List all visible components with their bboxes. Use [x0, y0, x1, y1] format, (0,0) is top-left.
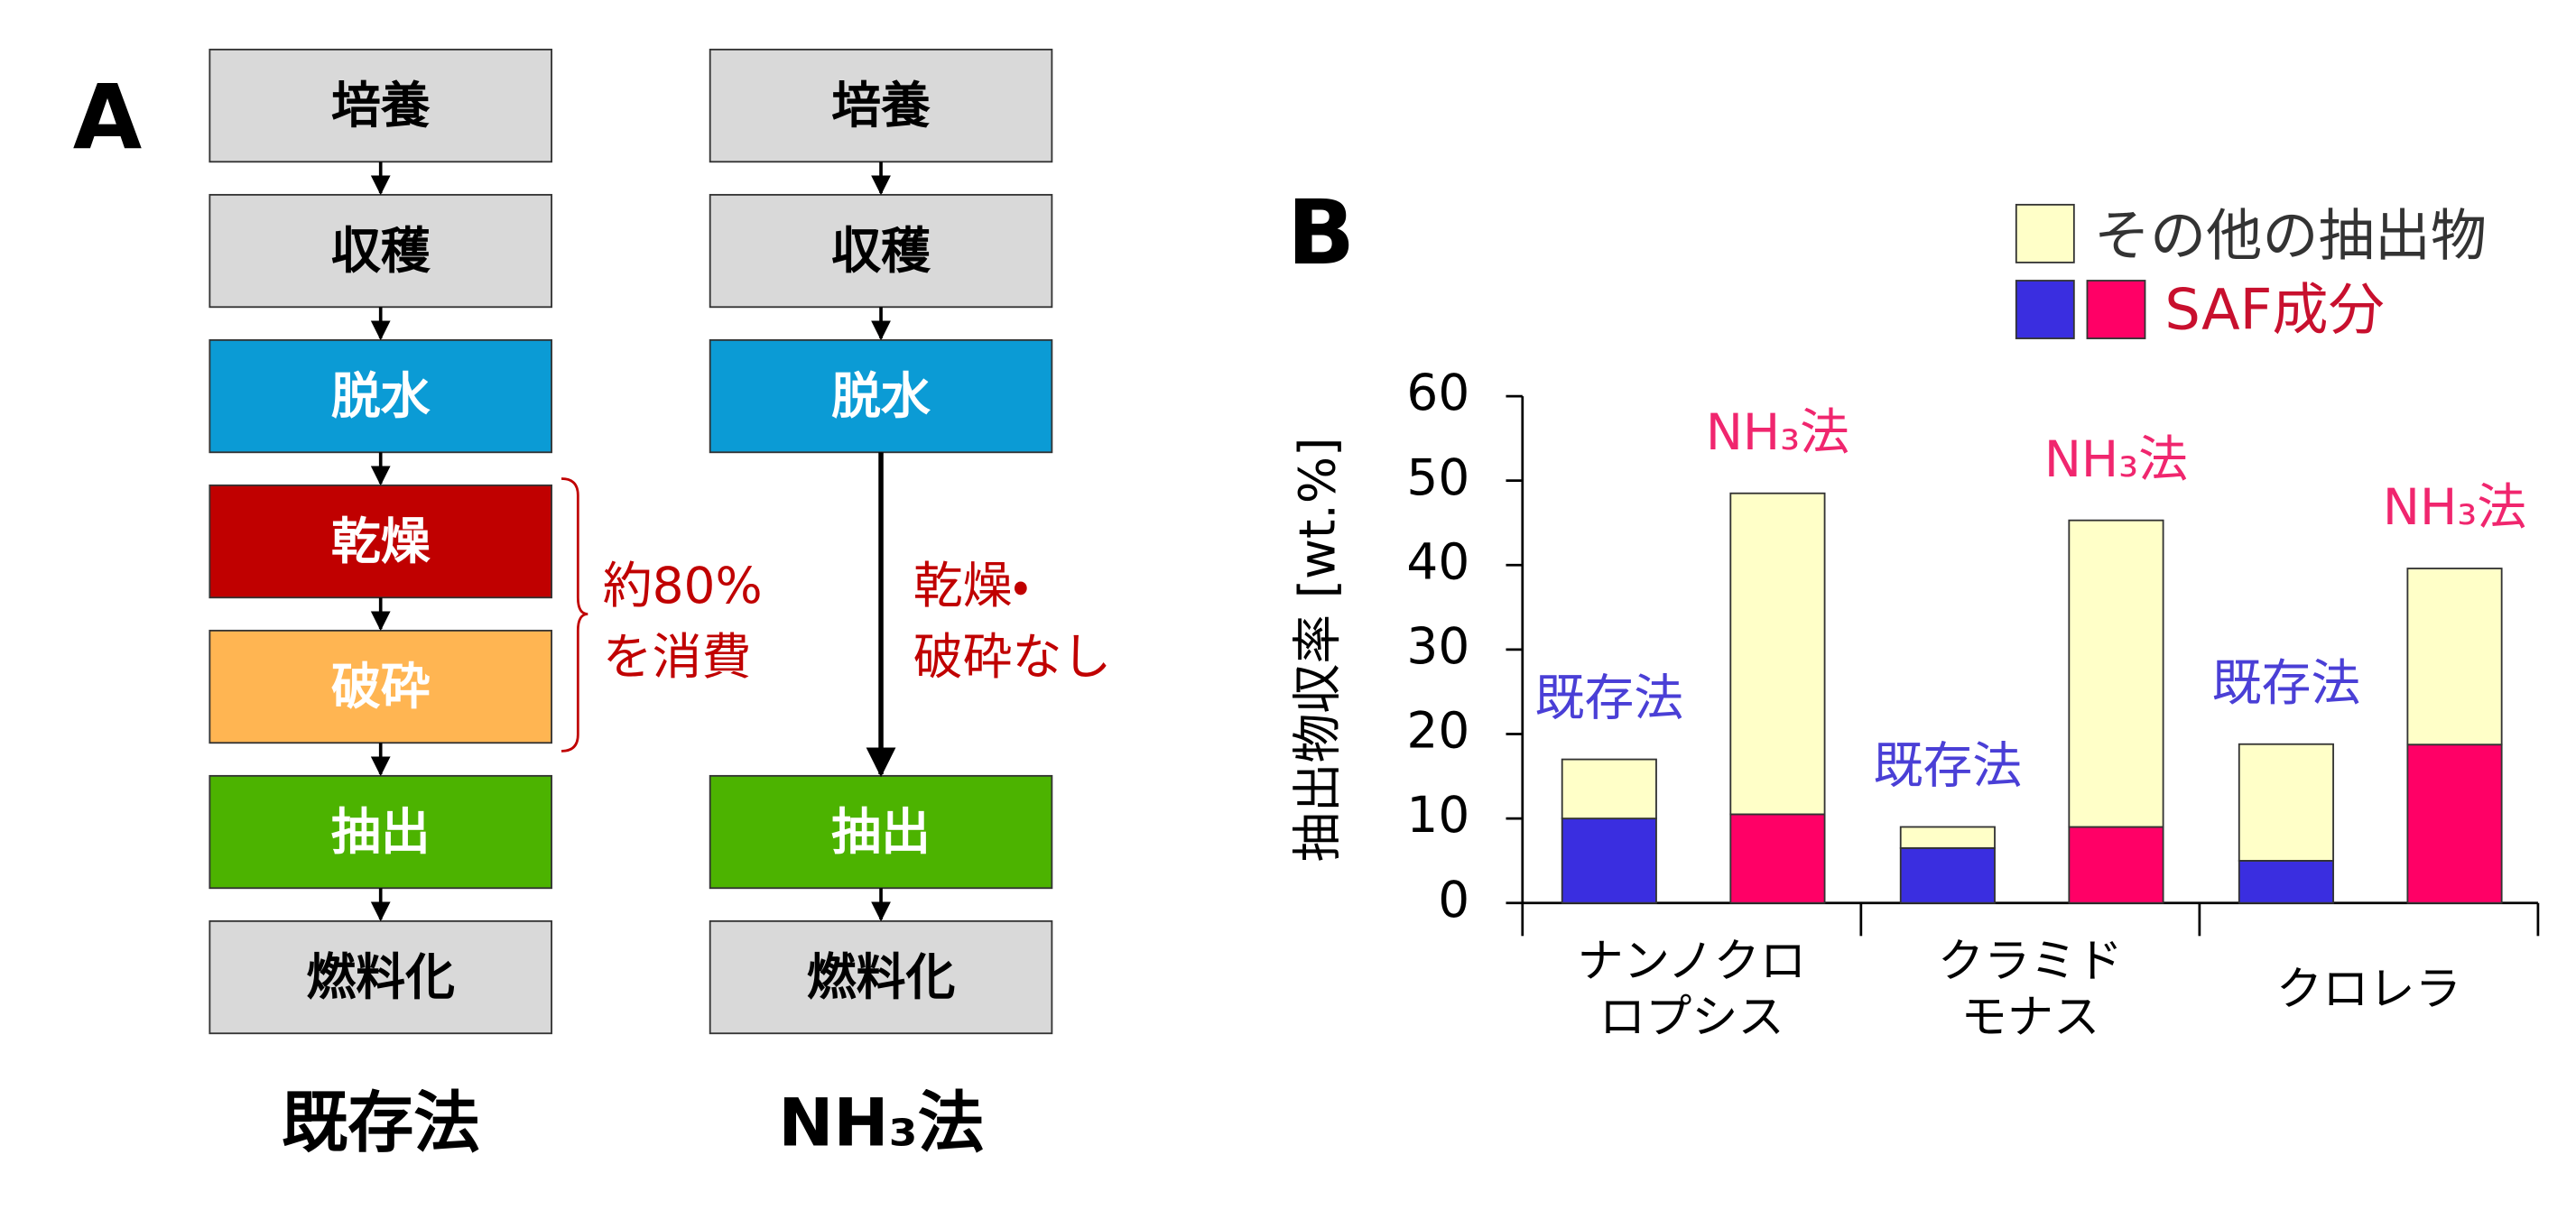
x-tick-label: モナス [1961, 991, 2100, 1045]
note: を消費 [603, 628, 752, 686]
step-box [208, 774, 552, 890]
legend-swatch [2015, 203, 2075, 263]
y-tick-label: 40 [1406, 532, 1469, 590]
y-tick-label: 60 [1406, 364, 1469, 421]
step-label: 培養 [831, 77, 931, 134]
bar-method-label: NH₃法 [1706, 403, 1849, 461]
step-label: 乾燥 [331, 513, 431, 570]
step-box [208, 193, 552, 309]
bar-saf [1561, 817, 1657, 904]
y-axis-title: 抽出物収率 [wt.%] [1289, 438, 1347, 863]
y-tick-label: 0 [1438, 871, 1469, 928]
method-title: 既存法 [282, 1085, 479, 1162]
note: 乾燥・ [913, 557, 1029, 614]
legend-label: SAF成分 [2164, 277, 2384, 343]
x-tick-label: クラミド [1938, 934, 2123, 988]
bar-other [1899, 826, 1996, 849]
step-box [208, 484, 552, 599]
step-box [208, 919, 552, 1035]
note: 約80% [603, 557, 763, 614]
step-box [709, 774, 1053, 890]
y-tick-label: 50 [1406, 448, 1469, 506]
bar-method-label: 既存法 [1535, 670, 1684, 727]
step-box [709, 919, 1053, 1035]
legend-swatch [2015, 280, 2075, 339]
step-box [709, 48, 1053, 163]
bar-other [1561, 758, 1657, 820]
y-tick-label: 10 [1406, 786, 1469, 844]
bar-saf [2068, 826, 2164, 904]
y-tick-label: 20 [1406, 702, 1469, 760]
y-tick-label: 30 [1406, 617, 1469, 675]
step-label: 燃料化 [807, 948, 956, 1006]
legend-label: その他の抽出物 [2094, 202, 2487, 268]
step-label: 抽出 [831, 803, 931, 861]
note: 破砕なし [913, 628, 1112, 686]
bar-other [1729, 492, 1826, 816]
bar-saf [2238, 860, 2334, 904]
brace [561, 477, 588, 753]
step-box [208, 48, 552, 163]
bar-other [2238, 743, 2334, 862]
x-tick-label: クロレラ [2276, 963, 2461, 1017]
legend-swatch [2086, 280, 2146, 339]
bar-method-label: NH₃法 [2044, 430, 2188, 488]
bar-other [2406, 568, 2503, 746]
step-box [709, 338, 1053, 454]
step-label: 培養 [331, 77, 431, 134]
step-label: 燃料化 [306, 948, 455, 1006]
step-label: 収穫 [831, 222, 931, 280]
step-label: 抽出 [331, 803, 431, 861]
bar-other [2068, 519, 2164, 828]
panel-label: A [73, 66, 142, 170]
step-label: 破砕 [331, 658, 431, 716]
panel-label: B [1287, 181, 1355, 285]
method-title: NH₃法 [778, 1085, 984, 1162]
x-tick-label: ロプシス [1599, 991, 1784, 1045]
bar-saf [2406, 744, 2503, 904]
step-label: 脱水 [831, 367, 931, 425]
bar-saf [1729, 813, 1826, 904]
step-label: 脱水 [331, 367, 431, 425]
bar-method-label: 既存法 [1874, 737, 2023, 795]
bar-saf [1899, 846, 1996, 904]
bar-method-label: 既存法 [2212, 654, 2361, 712]
bar-method-label: NH₃法 [2383, 478, 2526, 536]
step-label: 収穫 [331, 222, 431, 280]
x-tick-label: ナンノクロ [1578, 934, 1807, 988]
